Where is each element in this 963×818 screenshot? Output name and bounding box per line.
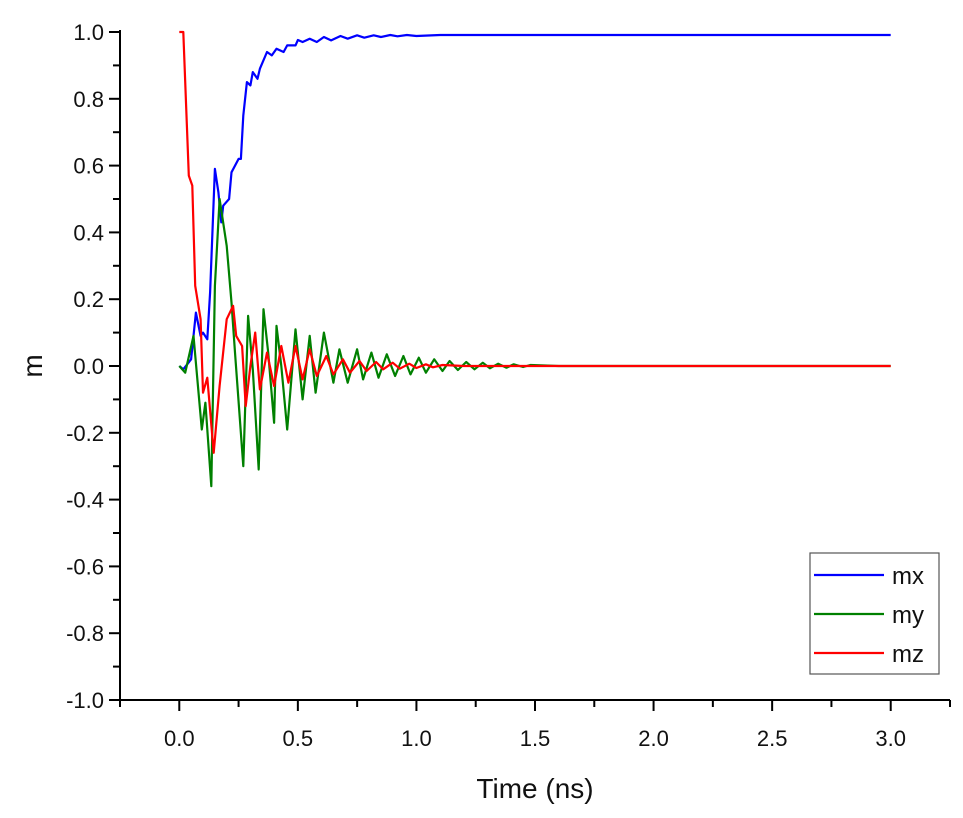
y-tick-label: -0.2 xyxy=(66,421,104,446)
series-line-mz xyxy=(179,30,891,454)
y-tick-label: -0.4 xyxy=(66,488,104,513)
y-tick-label: -1.0 xyxy=(66,688,104,713)
y-tick-label: 0.2 xyxy=(73,287,104,312)
y-tick-label: 0.4 xyxy=(73,220,104,245)
plot-lines xyxy=(178,30,891,488)
legend: mx my mz xyxy=(809,552,940,675)
x-tick-label: 1.0 xyxy=(401,726,432,751)
legend-label-mz: mz xyxy=(892,641,924,668)
y-tick-label: 0.0 xyxy=(73,354,104,379)
x-tick-label: 0.5 xyxy=(283,726,314,751)
y-axis-title: m xyxy=(17,354,48,377)
y-tick-label: 1.0 xyxy=(73,20,104,45)
y-tick-label: -0.6 xyxy=(66,554,104,579)
series-line-my xyxy=(178,197,891,488)
legend-label-my: my xyxy=(892,602,924,629)
y-tick-label: 0.6 xyxy=(73,154,104,179)
x-tick-label: 2.0 xyxy=(638,726,669,751)
x-tick-label: 0.0 xyxy=(164,726,195,751)
legend-label-mx: mx xyxy=(892,563,924,590)
y-tick-label: -0.8 xyxy=(66,621,104,646)
axes: 0.0 0.5 1.0 1.5 2.0 2.5 3.0 -1.0 -0.8 -0.6 -0.4 -0.… xyxy=(66,20,951,751)
x-tick-label: 3.0 xyxy=(875,726,906,751)
x-axis-title: Time (ns) xyxy=(476,773,593,804)
x-tick-label: 2.5 xyxy=(757,726,788,751)
series-line-mx xyxy=(178,33,891,371)
y-tick-label: 0.8 xyxy=(73,87,104,112)
x-tick-label: 1.5 xyxy=(520,726,551,751)
